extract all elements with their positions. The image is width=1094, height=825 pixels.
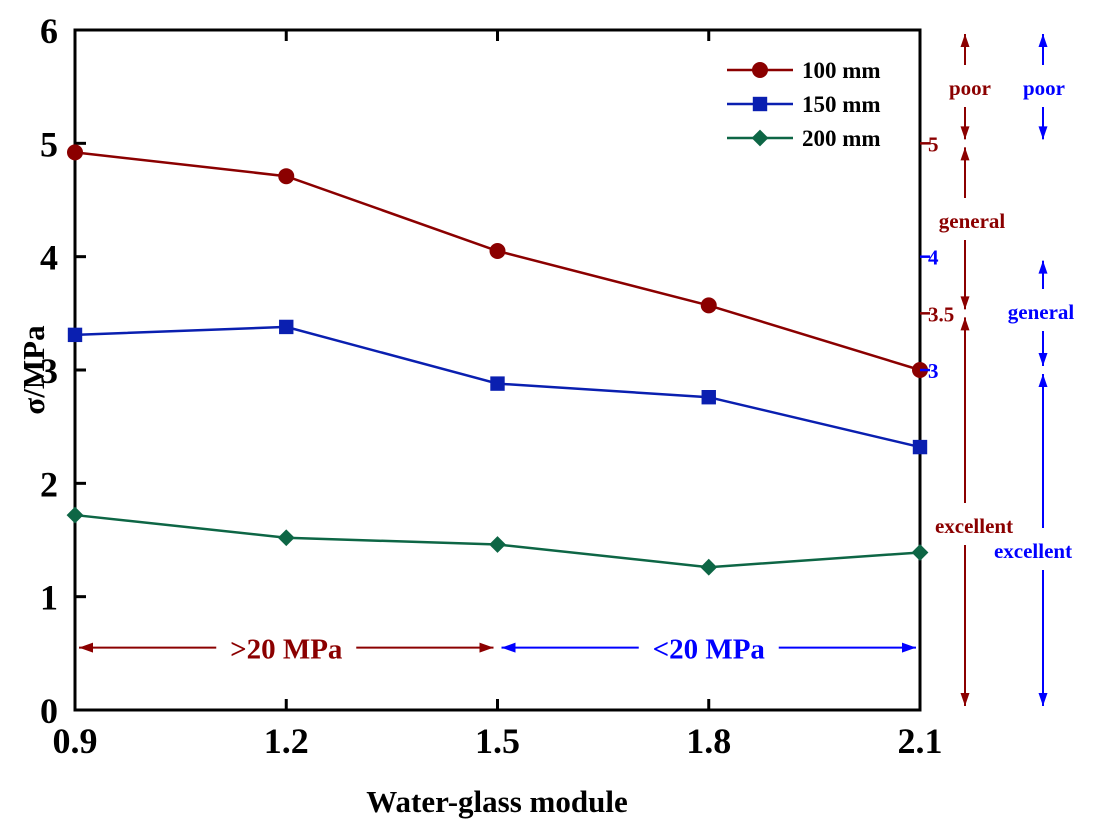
- right-scales: 5 3.5 poor general excellent 4 3 poor general exc…: [920, 34, 1074, 706]
- right-range-arrow-down: [960, 693, 970, 706]
- x-range-label: <20 MPa: [653, 634, 766, 666]
- y-tick-label: 4: [40, 238, 58, 278]
- data-point: [279, 319, 294, 335]
- right-scale-0: 5 3.5 poor general excellent: [920, 34, 1013, 706]
- series-line: [74, 151, 921, 372]
- x-range-0: >20 MPa: [79, 627, 494, 666]
- right-range-arrow-down: [960, 296, 970, 310]
- right-scale-tick-label: 5: [928, 132, 939, 156]
- x-range-label-bg: [638, 627, 779, 666]
- legend-marker: [751, 129, 769, 147]
- data-point: [277, 529, 295, 547]
- right-scale-tick-label: 4: [928, 246, 939, 270]
- y-tick-label: 5: [40, 124, 58, 164]
- x-range-1: <20 MPa: [501, 627, 916, 666]
- data-point: [67, 327, 83, 343]
- x-tick-label: 1.8: [686, 721, 731, 761]
- range-annotations: >20 MPa <20 MPa: [79, 627, 916, 666]
- right-range-arrow-down: [1038, 353, 1048, 366]
- data-point: [490, 376, 505, 391]
- data-point: [489, 243, 506, 259]
- series-100-mm: [67, 144, 928, 378]
- legend: 100 mm 150 mm 200 mm: [727, 58, 881, 151]
- legend-label: 100 mm: [802, 58, 881, 83]
- right-range-arrow-up: [960, 317, 970, 331]
- x-tick-label: 1.2: [264, 721, 309, 761]
- right-range-label: general: [1008, 300, 1075, 324]
- series-200-mm: [66, 506, 929, 576]
- right-range-arrow-down: [1038, 126, 1048, 140]
- y-tick-label: 3: [40, 351, 58, 391]
- data-point: [489, 536, 506, 553]
- data-point: [278, 168, 295, 185]
- x-range-arrow-left: [501, 642, 516, 653]
- right-range-arrow-down: [1038, 693, 1048, 706]
- right-scale-tick-label: 3.5: [928, 302, 954, 326]
- data-point: [911, 544, 929, 561]
- right-range-label: poor: [949, 76, 991, 100]
- right-range-arrow-up: [960, 34, 970, 47]
- series-150-mm: [67, 319, 928, 455]
- x-range-label-bg: [216, 627, 357, 666]
- right-range-label: excellent: [935, 514, 1013, 538]
- x-axis: 0.9 1.2 1.5 1.8 2.1: [53, 30, 943, 761]
- data-point: [66, 506, 84, 524]
- series-layer: [66, 144, 929, 576]
- right-range-arrow-up: [960, 147, 970, 161]
- y-tick-label: 1: [40, 578, 58, 618]
- data-point: [67, 144, 83, 161]
- legend-label: 150 mm: [802, 92, 881, 117]
- legend-item: 200 mm: [727, 126, 881, 151]
- y-tick-label: 0: [40, 691, 58, 731]
- x-range-arrow-right: [902, 642, 916, 653]
- data-point: [700, 558, 718, 576]
- plot-border: [73, 28, 922, 712]
- legend-marker: [752, 62, 768, 78]
- right-range-general: general: [1008, 260, 1075, 366]
- right-range-general: general: [939, 147, 1006, 310]
- legend-item: 100 mm: [727, 58, 881, 83]
- right-range-label: excellent: [994, 539, 1072, 563]
- legend-marker: [752, 96, 768, 112]
- x-range-arrow-right: [479, 642, 494, 653]
- plot-frame: [73, 28, 922, 712]
- x-range-label: >20 MPa: [230, 634, 343, 666]
- x-tick-label: 0.9: [53, 721, 98, 761]
- right-range-arrow-down: [960, 126, 970, 140]
- x-tick-label: 1.5: [475, 721, 520, 761]
- legend-label: 200 mm: [802, 126, 881, 151]
- data-point: [912, 439, 928, 455]
- y-axis-title: σ/MPa: [16, 325, 51, 415]
- x-tick-label: 2.1: [898, 721, 943, 761]
- data-point: [700, 297, 717, 314]
- right-scale-tick-label: 3: [928, 359, 939, 383]
- right-range-arrow-up: [1038, 34, 1048, 47]
- right-scale-1: 4 3 poor general excellent: [920, 34, 1074, 706]
- y-tick-label: 6: [40, 11, 58, 51]
- right-range-label: poor: [1023, 76, 1065, 100]
- y-tick-label: 2: [40, 464, 58, 504]
- right-range-excellent: excellent: [935, 317, 1013, 706]
- right-range-poor: poor: [1023, 34, 1065, 140]
- y-axis: 0 1 2 3 4 5 6: [40, 11, 86, 731]
- right-range-excellent: excellent: [994, 374, 1072, 706]
- x-range-arrow-left: [79, 642, 93, 653]
- right-range-arrow-up: [1038, 374, 1048, 387]
- right-range-arrow-up: [1038, 260, 1048, 274]
- x-axis-title: Water-glass module: [366, 784, 627, 819]
- right-range-poor: poor: [949, 34, 991, 140]
- right-range-label: general: [939, 209, 1006, 233]
- legend-item: 150 mm: [727, 92, 881, 117]
- data-point: [701, 390, 716, 405]
